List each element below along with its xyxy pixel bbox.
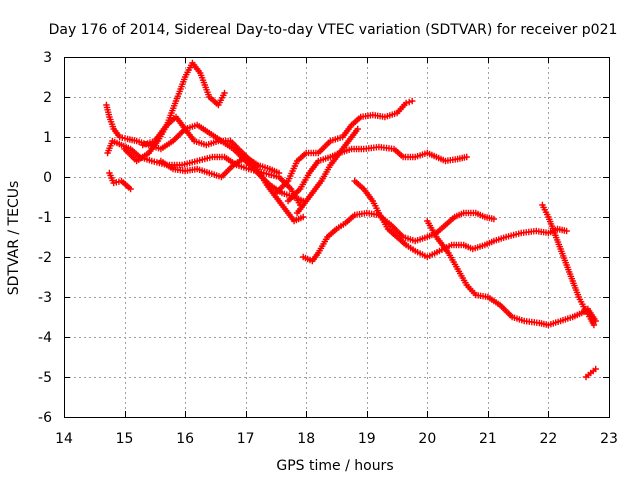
series-track-4 xyxy=(139,59,228,149)
y-tick-labels: -6 -5 -4 -3 -2 -1 0 1 2 3 xyxy=(38,50,52,426)
series-track-14 xyxy=(582,365,599,381)
data-point xyxy=(563,227,570,235)
data-point xyxy=(127,185,134,193)
x-tick-label: 21 xyxy=(479,431,497,447)
data-point xyxy=(463,153,470,161)
plot-frame xyxy=(64,57,610,418)
x-axis-label: GPS time / hours xyxy=(276,458,393,474)
y-tick-label: -5 xyxy=(38,370,52,386)
data-point xyxy=(409,97,416,105)
data-point xyxy=(406,98,413,106)
y-tick-label: 2 xyxy=(43,90,52,106)
y-tick-label: -2 xyxy=(38,250,52,266)
data-series xyxy=(103,59,599,381)
series-track-9 xyxy=(293,125,361,217)
x-tick-label: 15 xyxy=(116,431,134,447)
y-tick-label: -1 xyxy=(38,210,52,226)
x-tick-label: 23 xyxy=(600,431,618,447)
series-track-5 xyxy=(157,153,283,181)
data-point xyxy=(590,321,598,329)
chart-title: Day 176 of 2014, Sidereal Day-to-day VTE… xyxy=(49,22,618,38)
x-tick-label: 19 xyxy=(358,431,376,447)
series-track-12 xyxy=(424,217,599,329)
data-point xyxy=(402,99,410,107)
data-point xyxy=(221,89,228,97)
data-point xyxy=(300,213,307,221)
x-tick-label: 20 xyxy=(418,431,436,447)
series-track-7 xyxy=(272,97,416,197)
x-tick-label: 22 xyxy=(540,431,558,447)
x-tick-label: 16 xyxy=(176,431,194,447)
y-tick-label: 3 xyxy=(43,50,52,66)
y-tick-label: -6 xyxy=(38,410,52,426)
y-tick-label: -4 xyxy=(38,330,52,346)
axis-ticks xyxy=(64,57,610,418)
series-track-13 xyxy=(539,201,598,329)
y-tick-label: 1 xyxy=(43,130,52,146)
x-tick-labels: 14 15 16 17 18 19 20 21 22 23 xyxy=(55,431,618,447)
data-point xyxy=(275,169,283,177)
series-track-6 xyxy=(106,169,134,193)
x-tick-label: 18 xyxy=(297,431,315,447)
y-tick-label: -3 xyxy=(38,290,52,306)
data-point xyxy=(354,125,361,133)
y-tick-label: 0 xyxy=(43,170,52,186)
x-tick-label: 14 xyxy=(55,431,73,447)
data-point xyxy=(490,215,498,223)
series-track-8 xyxy=(284,143,470,205)
x-tick-label: 17 xyxy=(237,431,255,447)
y-axis-label: SDTVAR / TECUs xyxy=(6,181,22,296)
data-point xyxy=(592,365,599,373)
